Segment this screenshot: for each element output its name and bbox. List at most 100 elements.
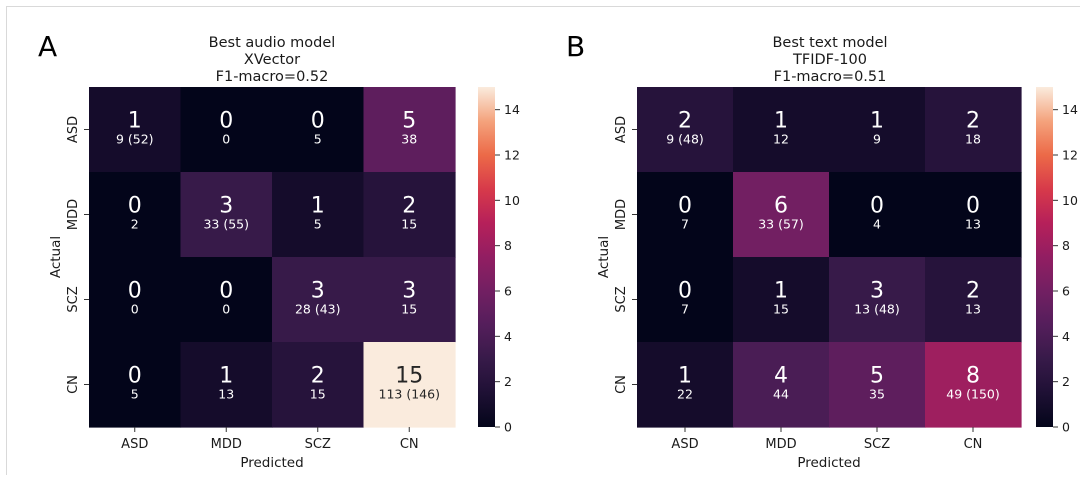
cell-count-label: 18 (965, 132, 981, 147)
cell-count-label: 9 (873, 132, 881, 147)
chart-title-line: F1-macro=0.51 (774, 69, 887, 85)
heatmap-cell (925, 257, 1022, 343)
heatmap-panel: A Best audio modelXVectorF1-macro=0.5219 … (38, 30, 520, 471)
heatmap-panel: B Best text modelTFIDF-100F1-macro=0.5129… (566, 30, 1078, 471)
heatmap-cell (733, 172, 830, 258)
cell-value-label: 3 (311, 279, 325, 304)
cell-value-label: 1 (311, 194, 325, 219)
heatmap-cell (272, 87, 365, 173)
colorbar-tick-label: 6 (504, 284, 512, 299)
heatmap-cell (733, 257, 830, 343)
cell-count-label: 49 (150) (946, 387, 1000, 402)
colorbar-tick-label: 8 (504, 238, 512, 253)
cell-count-label: 28 (43) (295, 302, 341, 317)
cell-value-label: 1 (678, 364, 692, 389)
panel-label: B (566, 30, 585, 63)
cell-count-label: 15 (401, 302, 417, 317)
cell-value-label: 3 (870, 279, 884, 304)
cell-count-label: 0 (131, 302, 139, 317)
x-tick-label: ASD (671, 437, 698, 452)
cell-value-label: 5 (870, 364, 884, 389)
heatmap-cell (829, 257, 926, 343)
cell-value-label: 2 (966, 279, 980, 304)
cell-value-label: 3 (219, 194, 233, 219)
chart-title-line: Best text model (772, 35, 887, 51)
x-axis-label: Predicted (240, 455, 303, 471)
heatmap-cell (180, 257, 273, 343)
cell-value-label: 0 (966, 194, 980, 219)
cell-count-label: 15 (401, 217, 417, 232)
heatmap-cell (829, 87, 926, 173)
y-axis-label: Actual (596, 236, 612, 278)
x-tick-label: MDD (765, 437, 796, 452)
y-tick-label: ASD (614, 116, 629, 143)
cell-value-label: 0 (219, 109, 233, 134)
cell-count-label: 38 (401, 132, 417, 147)
heatmap-cell (180, 172, 273, 258)
cell-value-label: 0 (311, 109, 325, 134)
cell-value-label: 0 (678, 279, 692, 304)
cell-count-label: 22 (677, 387, 693, 402)
cell-value-label: 2 (402, 194, 416, 219)
y-tick-label: MDD (614, 199, 629, 230)
colorbar-tick-label: 8 (1062, 238, 1070, 253)
cell-count-label: 33 (57) (758, 217, 804, 232)
cell-value-label: 1 (128, 109, 142, 134)
heatmap-cell (89, 257, 182, 343)
heatmap-cell (89, 87, 182, 173)
y-tick-label: MDD (66, 199, 81, 230)
heatmap-cell (363, 257, 456, 343)
chart-title-line: Best audio model (209, 35, 336, 51)
y-axis-label: Actual (48, 236, 64, 278)
colorbar-tick-label: 4 (1062, 329, 1070, 344)
cell-count-label: 0 (222, 302, 230, 317)
heatmap-cell (272, 257, 365, 343)
cell-value-label: 2 (678, 109, 692, 134)
y-tick-label: SCZ (614, 286, 629, 312)
cell-value-label: 15 (395, 364, 423, 389)
cell-count-label: 0 (222, 132, 230, 147)
heatmap-cell (925, 342, 1022, 428)
cell-count-label: 4 (873, 217, 881, 232)
cell-value-label: 5 (402, 109, 416, 134)
colorbar-tick-label: 14 (504, 102, 520, 117)
cell-count-label: 13 (965, 217, 981, 232)
heatmap-cell (925, 172, 1022, 258)
colorbar-tick-label: 12 (1062, 148, 1078, 163)
figure-frame (6, 6, 1080, 475)
colorbar-tick-label: 6 (1062, 284, 1070, 299)
y-tick-label: CN (614, 375, 629, 394)
cell-count-label: 5 (314, 132, 322, 147)
heatmap-cell (89, 342, 182, 428)
cell-count-label: 7 (681, 302, 689, 317)
y-tick-label: CN (66, 375, 81, 394)
colorbar-tick-label: 10 (504, 193, 520, 208)
heatmap-cell (363, 172, 456, 258)
heatmap-cell (829, 342, 926, 428)
cell-count-label: 35 (869, 387, 885, 402)
heatmap-cell (89, 172, 182, 258)
colorbar (1036, 87, 1053, 427)
cell-value-label: 0 (678, 194, 692, 219)
cell-count-label: 15 (773, 302, 789, 317)
cell-count-label: 33 (55) (203, 217, 249, 232)
cell-count-label: 12 (773, 132, 789, 147)
cell-count-label: 5 (131, 387, 139, 402)
cell-value-label: 0 (870, 194, 884, 219)
heatmap-cell (637, 342, 734, 428)
panel-label: A (38, 30, 57, 63)
cell-value-label: 2 (311, 364, 325, 389)
heatmap-cell (925, 87, 1022, 173)
cell-value-label: 3 (402, 279, 416, 304)
x-tick-label: SCZ (864, 437, 890, 452)
cell-value-label: 2 (966, 109, 980, 134)
x-tick-label: CN (400, 437, 419, 452)
cell-count-label: 7 (681, 217, 689, 232)
x-tick-label: MDD (211, 437, 242, 452)
heatmap-cell (829, 172, 926, 258)
cell-count-label: 113 (146) (379, 387, 440, 402)
x-axis-label: Predicted (797, 455, 860, 471)
y-tick-label: ASD (66, 116, 81, 143)
colorbar (478, 87, 495, 427)
heatmap-cell (272, 342, 365, 428)
